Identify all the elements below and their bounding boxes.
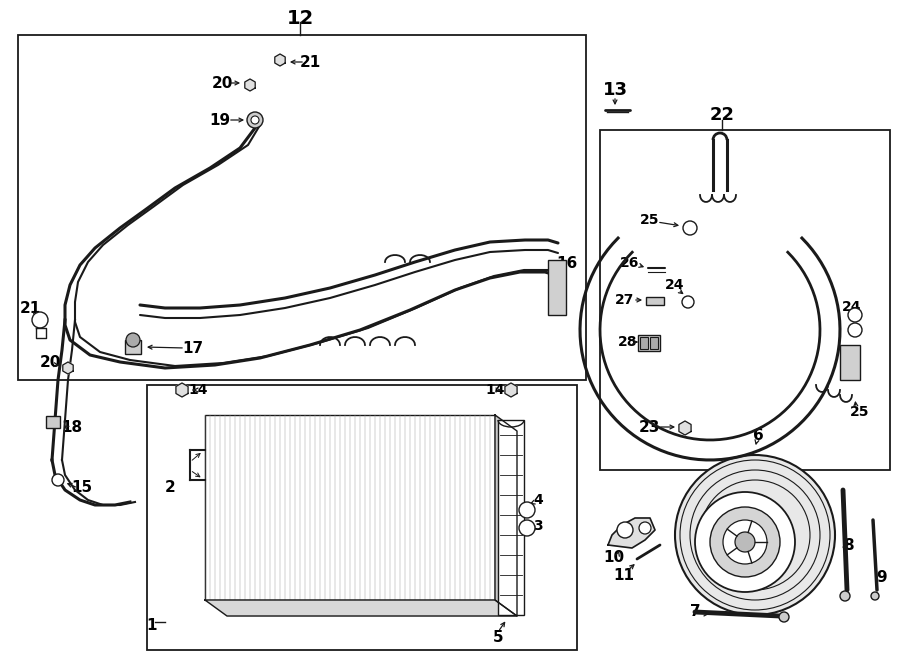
Text: 16: 16 (556, 256, 578, 271)
Circle shape (519, 502, 535, 518)
Text: 17: 17 (183, 340, 203, 355)
Polygon shape (63, 362, 73, 374)
Text: 6: 6 (752, 428, 763, 442)
Text: 25: 25 (850, 405, 869, 419)
Text: 5: 5 (492, 630, 503, 645)
Bar (147, 385, 577, 650)
Circle shape (723, 520, 767, 564)
Text: 13: 13 (602, 81, 627, 99)
Text: 24: 24 (665, 278, 685, 292)
Polygon shape (495, 415, 517, 616)
Text: 4: 4 (533, 493, 543, 507)
Text: 21: 21 (300, 54, 320, 70)
Polygon shape (205, 600, 517, 616)
Text: 11: 11 (614, 567, 634, 583)
Bar (650, 337, 658, 349)
Polygon shape (176, 383, 188, 397)
Text: 28: 28 (618, 335, 638, 349)
Bar (840, 345, 860, 380)
Circle shape (848, 323, 862, 337)
Text: 23: 23 (638, 420, 660, 434)
Text: 8: 8 (842, 538, 853, 553)
Circle shape (682, 296, 694, 308)
Text: 15: 15 (71, 481, 93, 495)
Text: 25: 25 (640, 213, 660, 227)
Bar (548, 260, 566, 315)
Text: 3: 3 (533, 519, 543, 533)
Polygon shape (245, 79, 256, 91)
Circle shape (549, 293, 563, 307)
Text: 7: 7 (689, 604, 700, 620)
Polygon shape (505, 383, 518, 397)
Circle shape (871, 592, 879, 600)
Circle shape (675, 455, 835, 615)
Circle shape (32, 312, 48, 328)
Text: 20: 20 (40, 354, 60, 369)
Text: 2: 2 (165, 479, 176, 495)
Bar (205, 415, 495, 600)
Polygon shape (679, 421, 691, 435)
Bar (600, 130, 890, 470)
Text: 21: 21 (20, 301, 40, 316)
Text: 15: 15 (546, 301, 568, 316)
Bar (646, 297, 664, 305)
Text: 19: 19 (210, 113, 230, 128)
Circle shape (683, 221, 697, 235)
Text: 27: 27 (616, 293, 634, 307)
Circle shape (251, 116, 259, 124)
Circle shape (52, 474, 64, 486)
Circle shape (848, 308, 862, 322)
Bar (638, 335, 660, 351)
Bar (46, 416, 60, 428)
Text: 10: 10 (603, 551, 625, 565)
Circle shape (519, 520, 535, 536)
Circle shape (840, 591, 850, 601)
Circle shape (617, 522, 633, 538)
Polygon shape (608, 518, 655, 548)
Text: 14: 14 (485, 383, 505, 397)
Text: 26: 26 (620, 256, 640, 270)
Circle shape (126, 333, 140, 347)
Circle shape (247, 112, 263, 128)
Bar (18, 35, 586, 380)
Circle shape (549, 278, 563, 292)
Bar (125, 340, 141, 354)
Bar (498, 420, 524, 615)
Bar (640, 337, 648, 349)
Circle shape (779, 612, 789, 622)
Text: 18: 18 (61, 420, 83, 436)
Text: 9: 9 (877, 571, 887, 585)
Text: 12: 12 (286, 9, 313, 28)
Text: 14: 14 (188, 383, 208, 397)
Text: 20: 20 (212, 75, 233, 91)
Text: 24: 24 (842, 300, 862, 314)
Text: 22: 22 (709, 106, 734, 124)
Circle shape (695, 492, 795, 592)
Circle shape (639, 522, 651, 534)
Polygon shape (274, 54, 285, 66)
Circle shape (735, 532, 755, 552)
Text: 1: 1 (147, 618, 158, 632)
Circle shape (710, 507, 780, 577)
